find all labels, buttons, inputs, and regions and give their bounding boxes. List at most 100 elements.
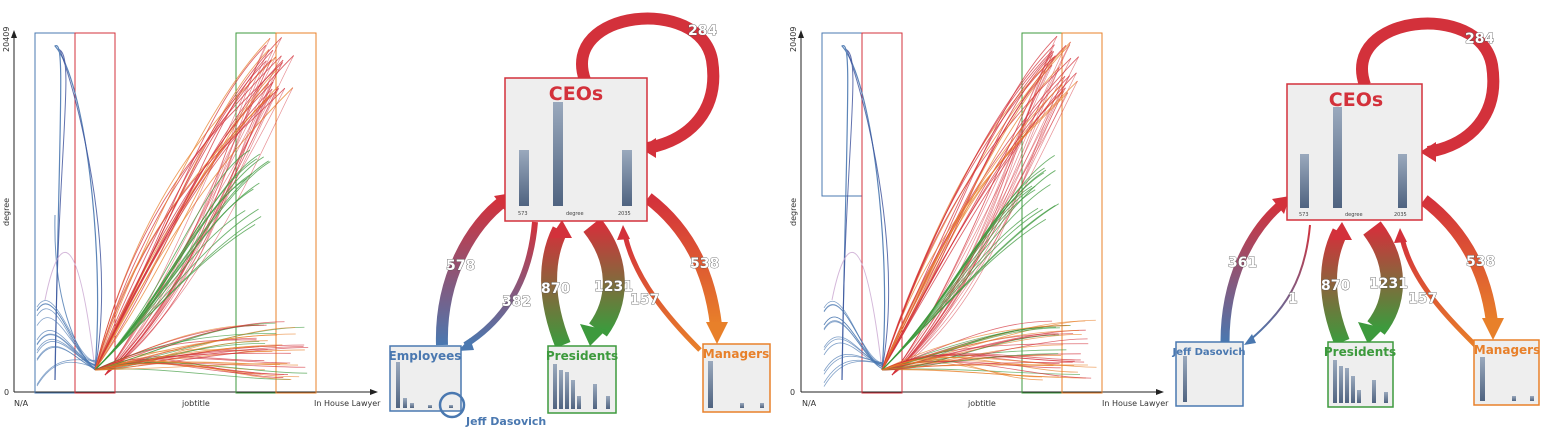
mini-bar [1530, 396, 1534, 401]
self-loop-arrowhead [1420, 142, 1436, 162]
mini-bar [396, 362, 400, 408]
employees-title: Employees [389, 349, 462, 363]
flow-count-3: 870 [541, 281, 570, 297]
ceos-node[interactable]: CEOs 573 degree 2035 [504, 77, 648, 222]
mini-bar [1333, 360, 1337, 403]
mini-bar [593, 384, 597, 409]
edge-curve [881, 325, 1070, 371]
edge-curve [94, 333, 296, 371]
presidents-title: Presidents [1324, 345, 1396, 359]
edge-curve [94, 94, 271, 371]
mini-bar [449, 405, 453, 408]
edge-curve [94, 85, 279, 371]
self-loop-edge [1356, 17, 1500, 158]
selection-jeff-dasovich[interactable] [821, 32, 863, 197]
self-loop-edge [576, 12, 720, 154]
selection-ceos[interactable] [74, 32, 116, 394]
flow-count-2: 1 [1288, 291, 1298, 307]
x-right-label: In House Lawyer [314, 399, 381, 408]
arrowhead-presidents-to-ceos [550, 220, 572, 238]
edge-curve [881, 338, 1088, 371]
mini-bar [1480, 357, 1485, 401]
edge-curve [94, 327, 296, 371]
x-axis-label: jobtitle [967, 399, 996, 408]
ceo-tick-right: 2035 [1394, 212, 1407, 218]
edge-curve [104, 88, 286, 376]
panel-2-graph: 284 361 1 870 1231 157 538 CEOs 573 degr… [1172, 17, 1540, 408]
edge-curve [36, 341, 96, 367]
edge-managers-to-ceos [1399, 237, 1480, 350]
mini-bar [740, 403, 744, 408]
y-axis-label: degree [2, 198, 11, 226]
mini-bar [571, 380, 575, 409]
selection-ceos[interactable] [861, 32, 903, 394]
flow-count-1: 578 [446, 258, 475, 274]
arrowhead-ceos-to-employees [458, 338, 474, 351]
flow-count-6: 538 [1466, 254, 1495, 270]
managers-node[interactable]: Managers [702, 343, 771, 413]
arrowhead-managers-to-ceos [617, 225, 630, 240]
edge-presidents-to-ceos [541, 226, 571, 348]
arrowhead-ceos-to-managers [1482, 318, 1504, 340]
edge-curve [94, 44, 267, 371]
edge-curve [36, 300, 96, 362]
mini-bar [1357, 390, 1361, 403]
mini-bar [1372, 380, 1376, 403]
arrowhead-managers-to-ceos [1394, 228, 1407, 243]
jeff-dasovich-node[interactable]: Jeff Dasovich [1172, 341, 1246, 407]
mini-bar [606, 396, 610, 409]
edge-curve [94, 149, 251, 371]
flow-count-4: 1231 [594, 279, 633, 295]
edge-curve [881, 51, 1055, 371]
edge-curve [94, 349, 268, 371]
edge-curve [44, 251, 96, 371]
ceos-node[interactable]: CEOs 573 degree 2035 [1286, 83, 1423, 221]
edge-curve [36, 339, 96, 366]
edge-employees-to-ceos [435, 195, 509, 346]
arrowhead-ceos-to-presidents [1358, 322, 1384, 344]
selection-managers[interactable] [1061, 32, 1103, 394]
edge-curve [94, 158, 258, 371]
ceo-bar [1333, 107, 1342, 208]
ceo-bar [553, 102, 563, 206]
mini-bar [1351, 376, 1355, 403]
flow-count-5: 157 [630, 292, 659, 308]
edge-curve [104, 49, 270, 376]
edge-curve [94, 55, 282, 371]
edge-curve [881, 205, 1056, 371]
curve-bundle [823, 35, 1097, 387]
edge-curve [881, 361, 1073, 371]
ceos-title: CEOs [549, 83, 603, 105]
edge-curve [891, 51, 1055, 376]
x-right-label: In House Lawyer [1102, 399, 1169, 408]
edge-curve [94, 321, 285, 371]
mini-bar [1183, 356, 1187, 402]
edge-curve [841, 45, 886, 381]
ceos-title: CEOs [1329, 89, 1383, 111]
managers-title: Managers [1474, 343, 1540, 357]
edge-curve [823, 360, 883, 387]
flow-count-4: 1231 [1369, 276, 1408, 292]
presidents-node[interactable]: Presidents [1324, 341, 1396, 408]
curve-bundle [36, 37, 309, 387]
y-axis-arrow [798, 30, 804, 38]
y-top-tick: 20409 [789, 27, 798, 52]
arrowhead-ceos-to-jeff [1244, 334, 1256, 345]
edge-curve [104, 45, 267, 376]
managers-node[interactable]: Managers [1473, 339, 1540, 406]
x-axis-label: jobtitle [181, 399, 210, 408]
ceo-bar [622, 150, 632, 206]
edge-curve [104, 81, 274, 376]
edge-curve [94, 363, 300, 378]
mini-bar [1339, 366, 1343, 403]
ceo-bar [1300, 154, 1309, 208]
selection-managers[interactable] [275, 32, 317, 394]
employees-node[interactable]: Employees [389, 345, 462, 412]
edge-curve [36, 317, 96, 363]
edge-curve [823, 304, 883, 364]
y-axis-arrow [11, 30, 17, 38]
edge-curve [36, 308, 96, 370]
edge-curve [881, 357, 1097, 371]
presidents-node[interactable]: Presidents [546, 345, 618, 414]
